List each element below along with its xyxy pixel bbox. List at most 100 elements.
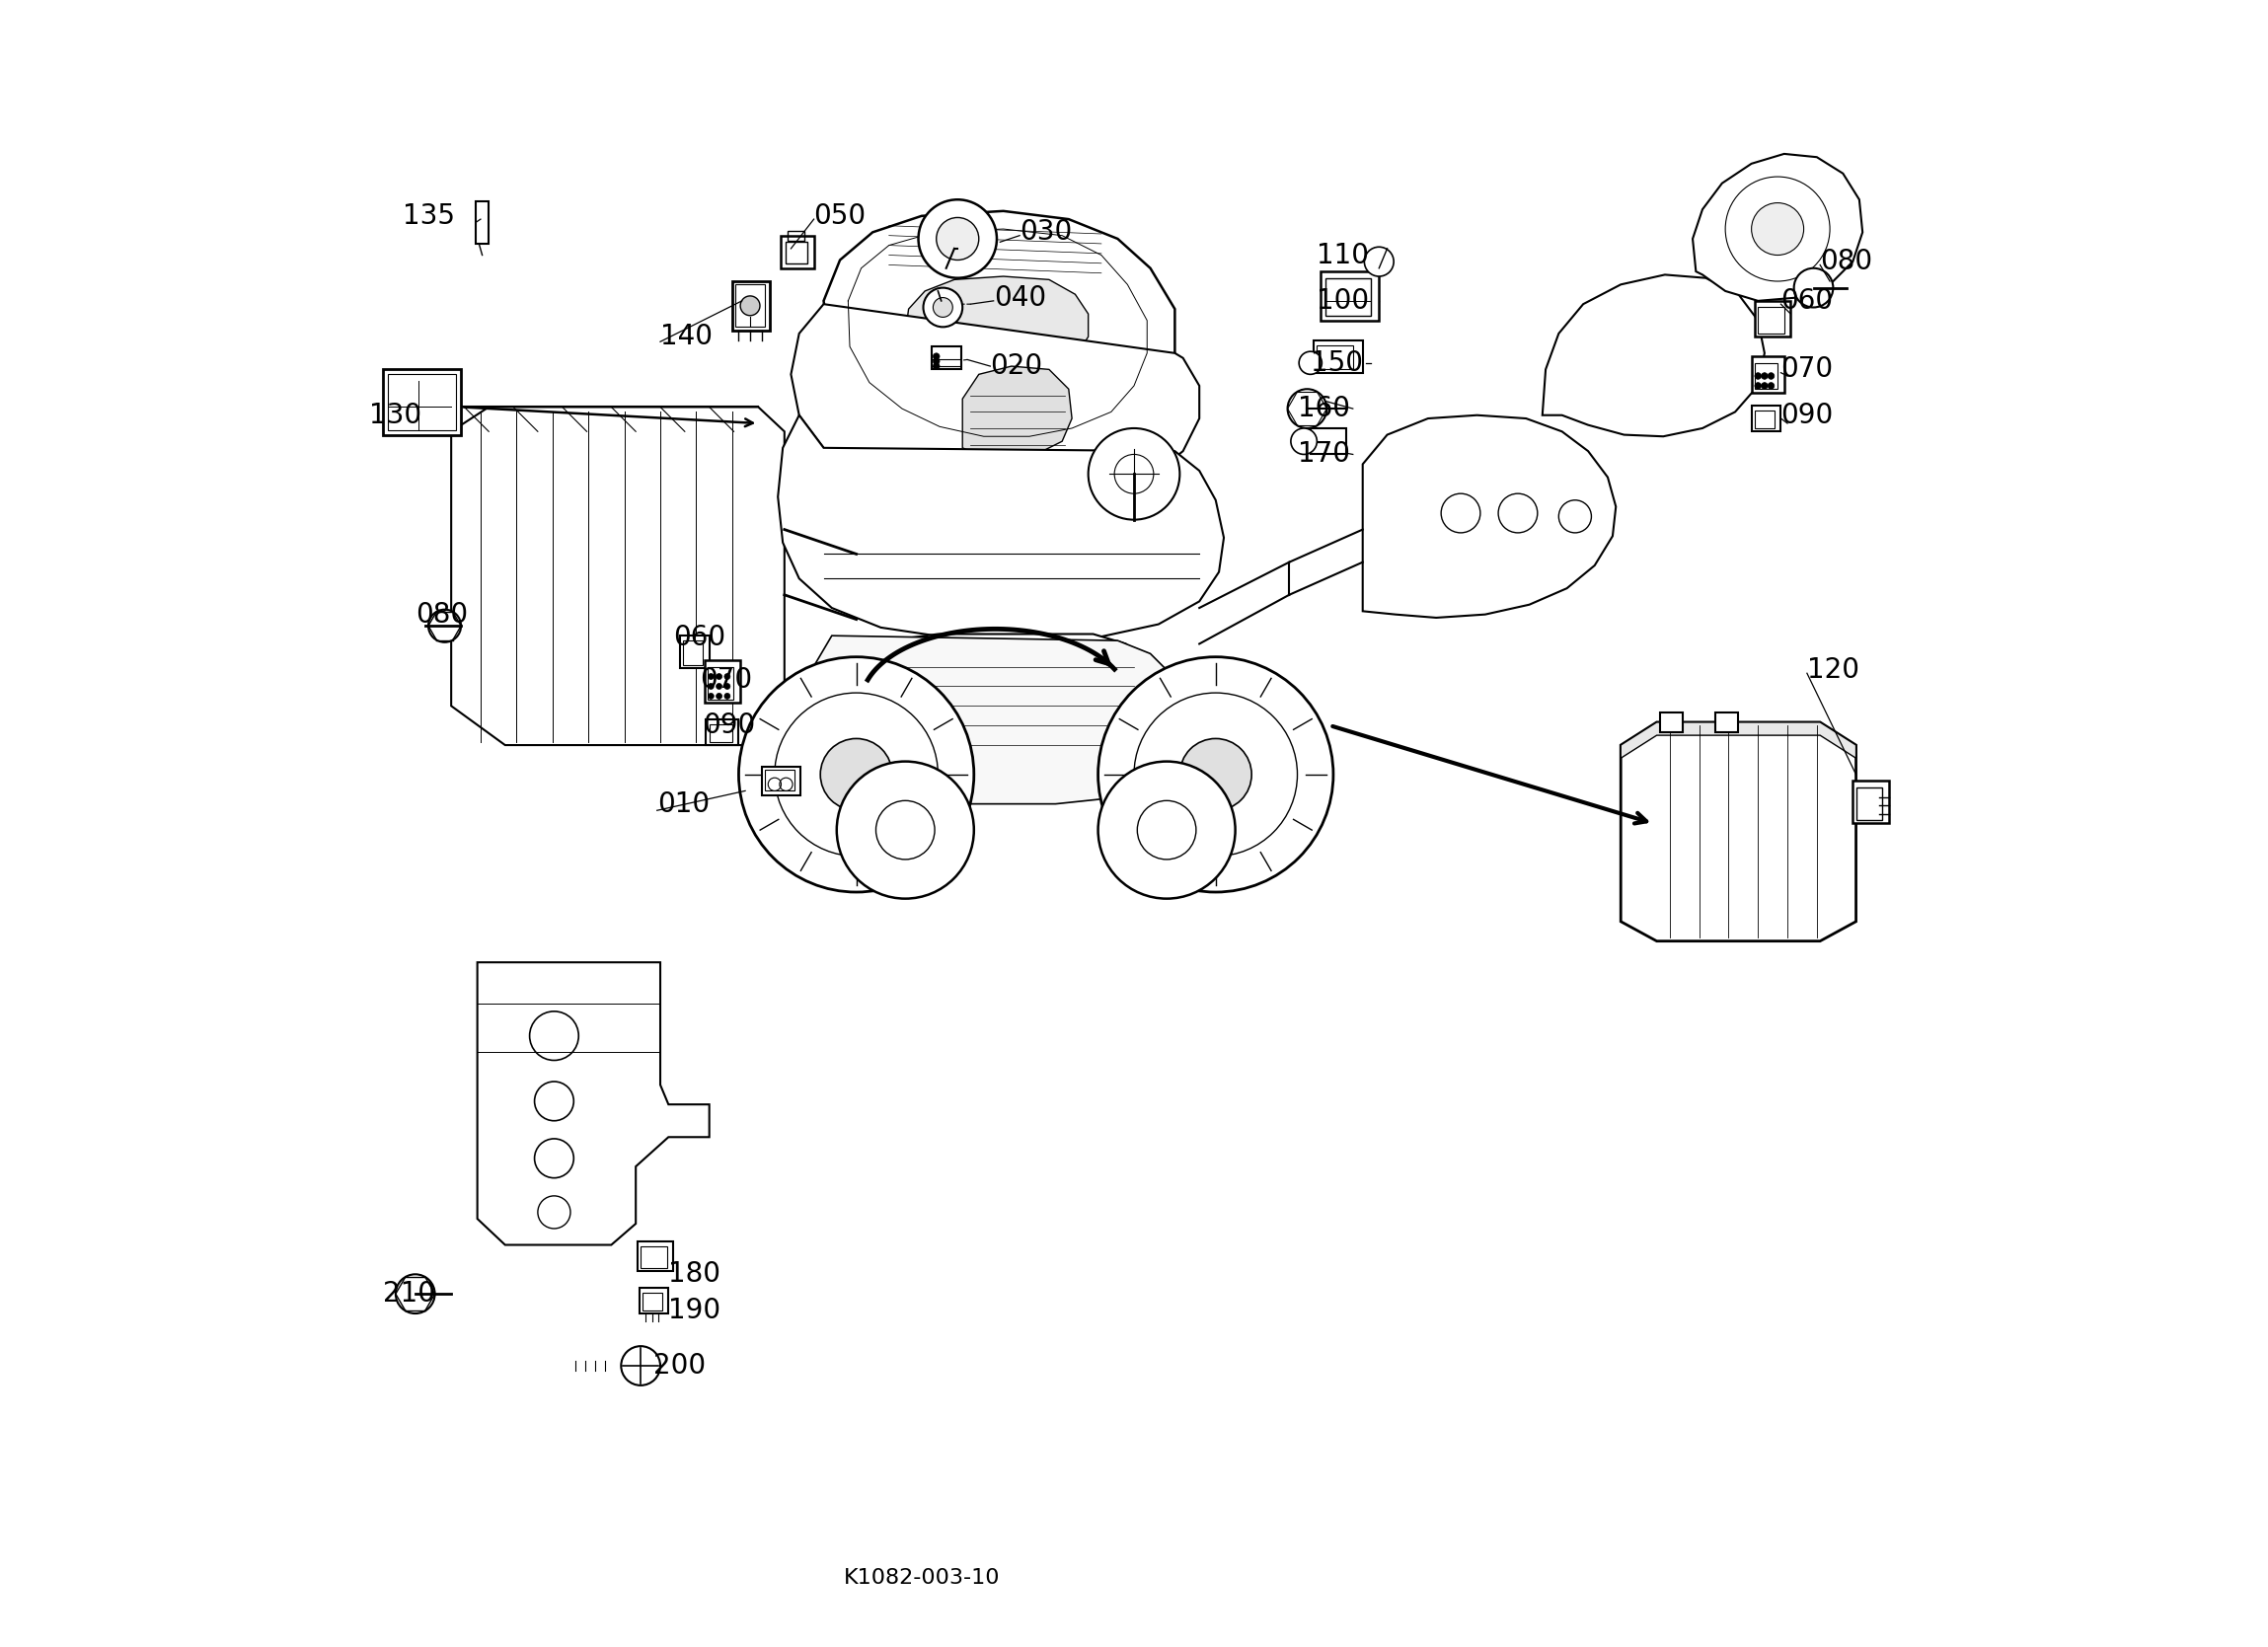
Bar [735,285,764,328]
Polygon shape [962,366,1073,458]
Text: 090: 090 [1780,402,1833,428]
Circle shape [1755,372,1762,379]
Bar [637,1242,674,1271]
Circle shape [1290,428,1318,455]
Bar [1751,356,1785,392]
Text: 030: 030 [1021,219,1073,245]
Circle shape [932,298,953,318]
Circle shape [1288,389,1327,428]
Polygon shape [778,415,1225,641]
Polygon shape [869,634,1148,758]
Circle shape [621,1346,660,1385]
Circle shape [723,684,730,688]
Bar [1758,308,1785,333]
Bar [1755,301,1792,336]
Text: 135: 135 [401,203,454,229]
Circle shape [1098,761,1236,899]
Circle shape [429,609,460,642]
Circle shape [1098,657,1334,893]
Polygon shape [476,962,710,1245]
Bar [787,231,805,240]
Text: 120: 120 [1808,656,1860,684]
Bar [642,1293,662,1311]
Circle shape [821,738,891,810]
Circle shape [1089,428,1179,520]
Bar [1715,713,1737,731]
Bar [1755,362,1778,389]
Text: 100: 100 [1318,287,1370,315]
Bar [1660,713,1683,731]
Bar [1318,344,1354,369]
Bar [640,1247,667,1268]
Bar [1320,272,1379,321]
Circle shape [708,684,714,688]
Text: 070: 070 [699,665,753,693]
Circle shape [739,657,973,893]
Circle shape [1767,372,1774,379]
Bar [710,725,733,741]
Polygon shape [1692,153,1862,301]
Circle shape [708,693,714,698]
Text: 040: 040 [993,283,1046,311]
Polygon shape [451,407,785,744]
Circle shape [535,1138,574,1178]
Text: 180: 180 [669,1260,721,1288]
Bar [1325,278,1370,316]
Circle shape [531,1011,578,1061]
Text: 060: 060 [1780,287,1833,315]
Text: 190: 190 [669,1296,721,1324]
Circle shape [1365,247,1395,277]
Circle shape [837,761,973,899]
Bar [476,201,490,244]
Polygon shape [905,277,1089,374]
Text: K1082-003-10: K1082-003-10 [844,1568,1000,1588]
Circle shape [708,674,714,680]
Bar [708,667,735,700]
Circle shape [538,1196,572,1229]
Circle shape [919,199,996,278]
Text: 010: 010 [658,791,710,817]
Text: 150: 150 [1311,349,1363,377]
Bar [1855,787,1882,820]
Circle shape [717,684,721,688]
Circle shape [395,1275,435,1314]
Text: 060: 060 [674,624,726,651]
Circle shape [739,296,760,316]
Bar [680,636,710,669]
Polygon shape [1622,723,1855,758]
Bar [1755,410,1774,428]
Bar [1751,405,1780,432]
Circle shape [1179,738,1252,810]
Text: 080: 080 [415,601,467,628]
Bar [383,369,460,435]
Bar [1853,781,1889,824]
Bar [787,242,807,264]
Bar [780,236,814,268]
Bar [764,769,794,791]
Circle shape [932,352,939,359]
Bar [705,720,739,744]
Circle shape [776,693,939,856]
Circle shape [1762,372,1767,379]
Text: 110: 110 [1318,242,1370,268]
Text: 020: 020 [991,352,1043,380]
Circle shape [723,674,730,680]
Circle shape [1300,351,1322,374]
Text: 070: 070 [1780,356,1833,384]
Bar [683,641,703,665]
Polygon shape [1363,415,1615,618]
Text: 050: 050 [814,203,866,229]
Circle shape [1755,382,1762,389]
Bar [640,1288,669,1314]
Bar [932,346,962,369]
Circle shape [1762,382,1767,389]
Polygon shape [1622,723,1855,940]
Circle shape [1558,501,1592,532]
Polygon shape [792,305,1200,501]
Circle shape [1134,693,1297,856]
Bar [762,766,801,796]
Bar [705,660,739,703]
Circle shape [932,357,939,364]
Circle shape [937,217,980,260]
Text: 080: 080 [1821,247,1873,275]
